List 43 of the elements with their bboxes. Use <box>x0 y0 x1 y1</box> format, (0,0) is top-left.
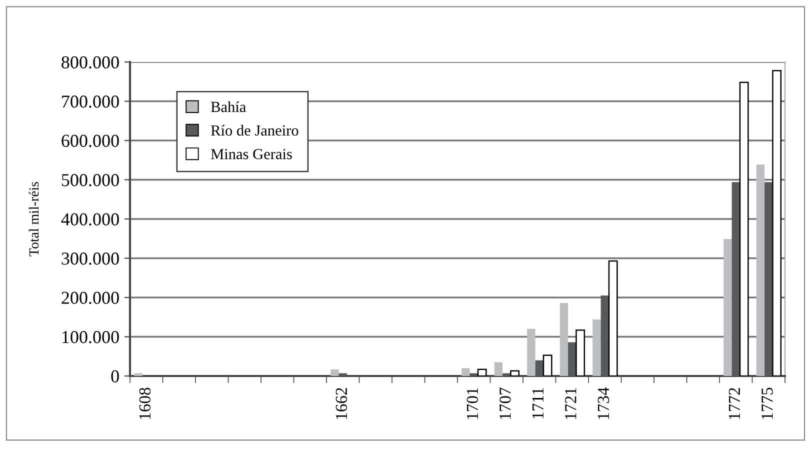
bar <box>510 370 520 376</box>
bar <box>608 260 618 376</box>
x-tick-label: 1608 <box>139 388 151 419</box>
bar <box>592 319 601 376</box>
legend-label: Minas Gerais <box>210 148 292 160</box>
y-tick-label: 100.000 <box>62 331 119 344</box>
y-tick-label: 800.000 <box>62 56 119 69</box>
bar <box>756 164 765 376</box>
bar <box>600 296 609 376</box>
bar <box>764 182 773 376</box>
x-tick-label: 1775 <box>762 388 773 419</box>
x-tick-label: 1662 <box>336 388 348 419</box>
y-axis-title: Total mil-réis <box>28 182 39 256</box>
bar <box>568 342 576 376</box>
y-tick-label: 300.000 <box>62 252 119 265</box>
bar <box>560 302 568 376</box>
bar <box>772 70 782 376</box>
y-tick-label: 700.000 <box>62 96 119 108</box>
y-tick-label: 400.000 <box>61 213 119 226</box>
bar <box>542 354 552 376</box>
x-tick-label: 1701 <box>466 388 478 419</box>
y-tick-label: 200.000 <box>62 292 119 304</box>
x-tick-label: 1721 <box>565 388 576 419</box>
bar <box>739 82 749 376</box>
bar <box>477 368 487 376</box>
bar <box>134 373 142 376</box>
y-tick-label: 0 <box>111 370 119 382</box>
legend-label: Río de Janeiro <box>210 124 298 136</box>
x-tick-label: 1711 <box>532 388 544 418</box>
bar <box>462 368 470 376</box>
bar <box>576 329 586 376</box>
bar <box>535 360 544 376</box>
bar <box>330 369 339 376</box>
y-tick-label: 600.000 <box>62 134 119 148</box>
y-tick-label: 500.000 <box>62 174 119 186</box>
bar <box>527 328 536 376</box>
x-tick-label: 1707 <box>500 388 511 419</box>
x-tick-label: 1772 <box>728 388 740 419</box>
legend-label: Bahía <box>210 101 246 112</box>
bar <box>724 239 732 376</box>
x-tick-label: 1734 <box>598 387 610 419</box>
bar <box>732 182 740 376</box>
bar <box>494 362 503 376</box>
